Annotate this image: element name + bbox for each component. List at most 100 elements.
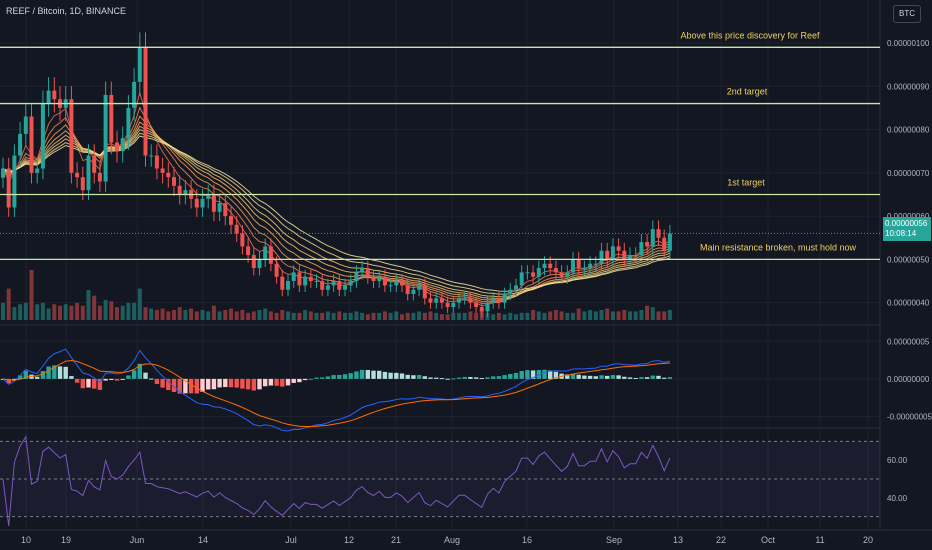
candle-body bbox=[599, 250, 604, 264]
volume-bar bbox=[268, 311, 273, 320]
candle-body bbox=[548, 263, 553, 269]
macd-histogram-bar bbox=[354, 371, 359, 379]
candle-body bbox=[325, 285, 330, 290]
candle-body bbox=[314, 281, 319, 283]
volume-bar bbox=[348, 312, 353, 320]
volume-bar bbox=[360, 312, 365, 320]
candle-body bbox=[286, 281, 290, 290]
macd-tick-label: 0.00000005 bbox=[887, 337, 930, 346]
macd-histogram-bar bbox=[456, 377, 462, 379]
candle-body bbox=[348, 281, 353, 286]
candle-body bbox=[40, 103, 45, 169]
macd-histogram-bar bbox=[217, 378, 222, 388]
candle-body bbox=[428, 298, 433, 303]
candle-body bbox=[240, 233, 245, 247]
volume-bar bbox=[616, 311, 621, 320]
volume-bar bbox=[29, 270, 34, 320]
macd-histogram-bar bbox=[223, 378, 228, 388]
volume-bar bbox=[462, 312, 467, 320]
candle-body bbox=[75, 172, 80, 178]
macd-histogram-bar bbox=[17, 375, 23, 379]
macd-histogram-bar bbox=[548, 370, 553, 379]
candle-body bbox=[229, 216, 233, 225]
candle-body bbox=[525, 272, 530, 274]
candle-body bbox=[468, 298, 473, 303]
candle-body bbox=[154, 155, 159, 169]
volume-bar bbox=[650, 307, 655, 320]
volume-bar bbox=[491, 314, 496, 320]
volume-bar bbox=[137, 288, 142, 320]
macd-histogram-bar bbox=[297, 378, 302, 383]
candle-body bbox=[126, 107, 131, 139]
currency-button[interactable]: BTC bbox=[893, 5, 921, 23]
candle-body bbox=[194, 198, 199, 208]
volume-bar bbox=[468, 311, 473, 320]
volume-bar bbox=[422, 312, 427, 320]
volume-bar bbox=[531, 310, 536, 320]
candle-body bbox=[52, 90, 57, 100]
candle-body bbox=[639, 242, 644, 256]
volume-bar bbox=[622, 310, 627, 320]
volume-bar bbox=[662, 311, 667, 320]
candle-body bbox=[172, 177, 176, 186]
candle-body bbox=[576, 259, 581, 269]
volume-bar bbox=[263, 308, 268, 320]
macd-histogram-bar bbox=[171, 378, 177, 393]
volume-bar bbox=[639, 310, 644, 320]
volume-bar bbox=[166, 311, 171, 320]
candle-body bbox=[542, 263, 547, 269]
macd-histogram-bar bbox=[536, 370, 541, 379]
macd-histogram-bar bbox=[485, 377, 490, 379]
volume-bar bbox=[565, 312, 570, 320]
candle-body bbox=[246, 246, 251, 256]
macd-histogram-bar bbox=[359, 369, 365, 379]
volume-bar bbox=[251, 311, 256, 320]
candle-body bbox=[280, 276, 285, 290]
time-tick-label: 19 bbox=[61, 535, 71, 545]
macd-histogram-bar bbox=[234, 378, 239, 388]
volume-bar bbox=[582, 311, 587, 320]
volume-bar bbox=[365, 314, 370, 320]
volume-bar bbox=[343, 312, 347, 320]
candle-body bbox=[650, 229, 655, 247]
macd-histogram-bar bbox=[63, 366, 68, 379]
macd-histogram-bar bbox=[137, 363, 142, 379]
candle-body bbox=[257, 259, 262, 269]
level-label: Main resistance broken, must hold now bbox=[700, 242, 857, 252]
candle-body bbox=[411, 289, 416, 295]
volume-bar bbox=[120, 305, 125, 320]
macd-histogram-bar bbox=[263, 378, 268, 387]
macd-line bbox=[2, 348, 670, 432]
volume-bar bbox=[160, 308, 165, 320]
macd-histogram-bar bbox=[46, 366, 51, 379]
volume-bar bbox=[571, 312, 575, 320]
volume-bar bbox=[542, 312, 547, 320]
candle-body bbox=[593, 263, 598, 265]
candle-body bbox=[434, 298, 439, 303]
candle-body bbox=[571, 259, 575, 273]
macd-histogram-bar bbox=[582, 375, 587, 379]
candle-body bbox=[29, 116, 34, 173]
price-tick-label: 0.00000100 bbox=[887, 39, 930, 48]
volume-bar bbox=[12, 307, 17, 320]
volume-bar bbox=[428, 311, 433, 320]
price-tick-label: 0.00000070 bbox=[887, 169, 930, 178]
candle-body bbox=[166, 172, 171, 178]
volume-bar bbox=[223, 310, 228, 320]
macd-histogram-bar bbox=[399, 373, 405, 379]
macd-histogram-bar bbox=[530, 370, 536, 379]
macd-histogram-bar bbox=[149, 378, 154, 380]
volume-bar bbox=[143, 307, 148, 320]
volume-bar bbox=[194, 311, 199, 320]
macd-histogram-bar bbox=[542, 369, 547, 379]
volume-bar bbox=[405, 312, 410, 320]
volume-bar bbox=[109, 301, 114, 320]
volume-bar bbox=[92, 295, 97, 320]
ema-ribbon-line bbox=[2, 135, 671, 292]
macd-histogram-bar bbox=[451, 378, 456, 380]
macd-histogram-bar bbox=[240, 378, 245, 389]
candle-body bbox=[588, 263, 593, 269]
time-tick-label: 11 bbox=[815, 535, 824, 545]
candle-body bbox=[291, 272, 296, 282]
